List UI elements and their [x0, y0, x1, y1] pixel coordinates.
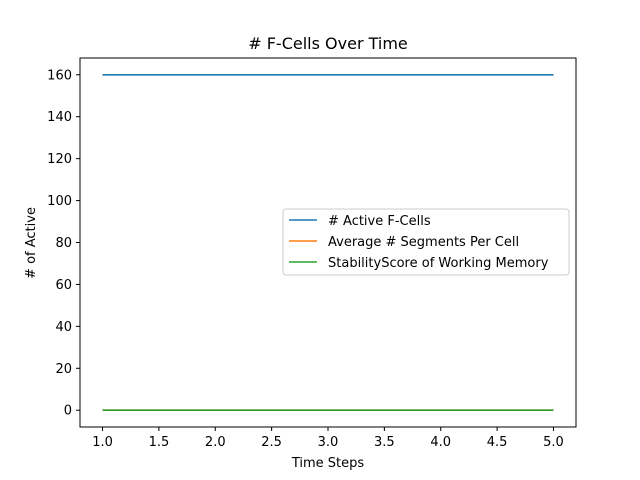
x-axis-label: Time Steps — [291, 456, 365, 471]
x-tick-label: 2.0 — [205, 435, 226, 450]
x-tick-label: 3.5 — [374, 435, 395, 450]
y-tick-label: 20 — [55, 362, 72, 377]
series-lines — [102, 73, 554, 412]
x-tick-label: 3.0 — [318, 435, 339, 450]
x-tick-label: 1.0 — [92, 435, 113, 450]
plot-frame — [79, 57, 577, 428]
x-tick-label: 4.5 — [487, 435, 508, 450]
y-tick-label: 60 — [55, 278, 72, 293]
x-axis-ticks: 1.0 1.5 2.0 2.5 3.0 3.5 4.0 4.5 5.0 — [92, 427, 564, 450]
y-axis-label: # of Active — [24, 207, 39, 279]
chart-title: # F-Cells Over Time — [248, 34, 408, 53]
x-tick-label: 2.5 — [261, 435, 282, 450]
x-tick-label: 1.5 — [149, 435, 170, 450]
x-tick-label: 4.0 — [430, 435, 451, 450]
x-tick-label: 5.0 — [543, 435, 564, 450]
legend-label: # Active F-Cells — [328, 214, 431, 229]
y-tick-label: 160 — [47, 68, 72, 83]
legend-label: StabilityScore of Working Memory — [328, 256, 549, 271]
y-tick-label: 40 — [55, 320, 72, 335]
y-axis-ticks: 0 20 40 60 80 100 120 140 160 — [47, 68, 80, 419]
y-tick-label: 100 — [47, 194, 72, 209]
y-tick-label: 120 — [47, 152, 72, 167]
legend-box — [282, 208, 570, 276]
y-tick-label: 80 — [55, 236, 72, 251]
legend-label: Average # Segments Per Cell — [328, 235, 519, 250]
y-tick-label: 140 — [47, 110, 72, 125]
legend: # Active F-Cells Average # Segments Per C… — [282, 208, 570, 276]
y-tick-label: 0 — [64, 404, 72, 419]
